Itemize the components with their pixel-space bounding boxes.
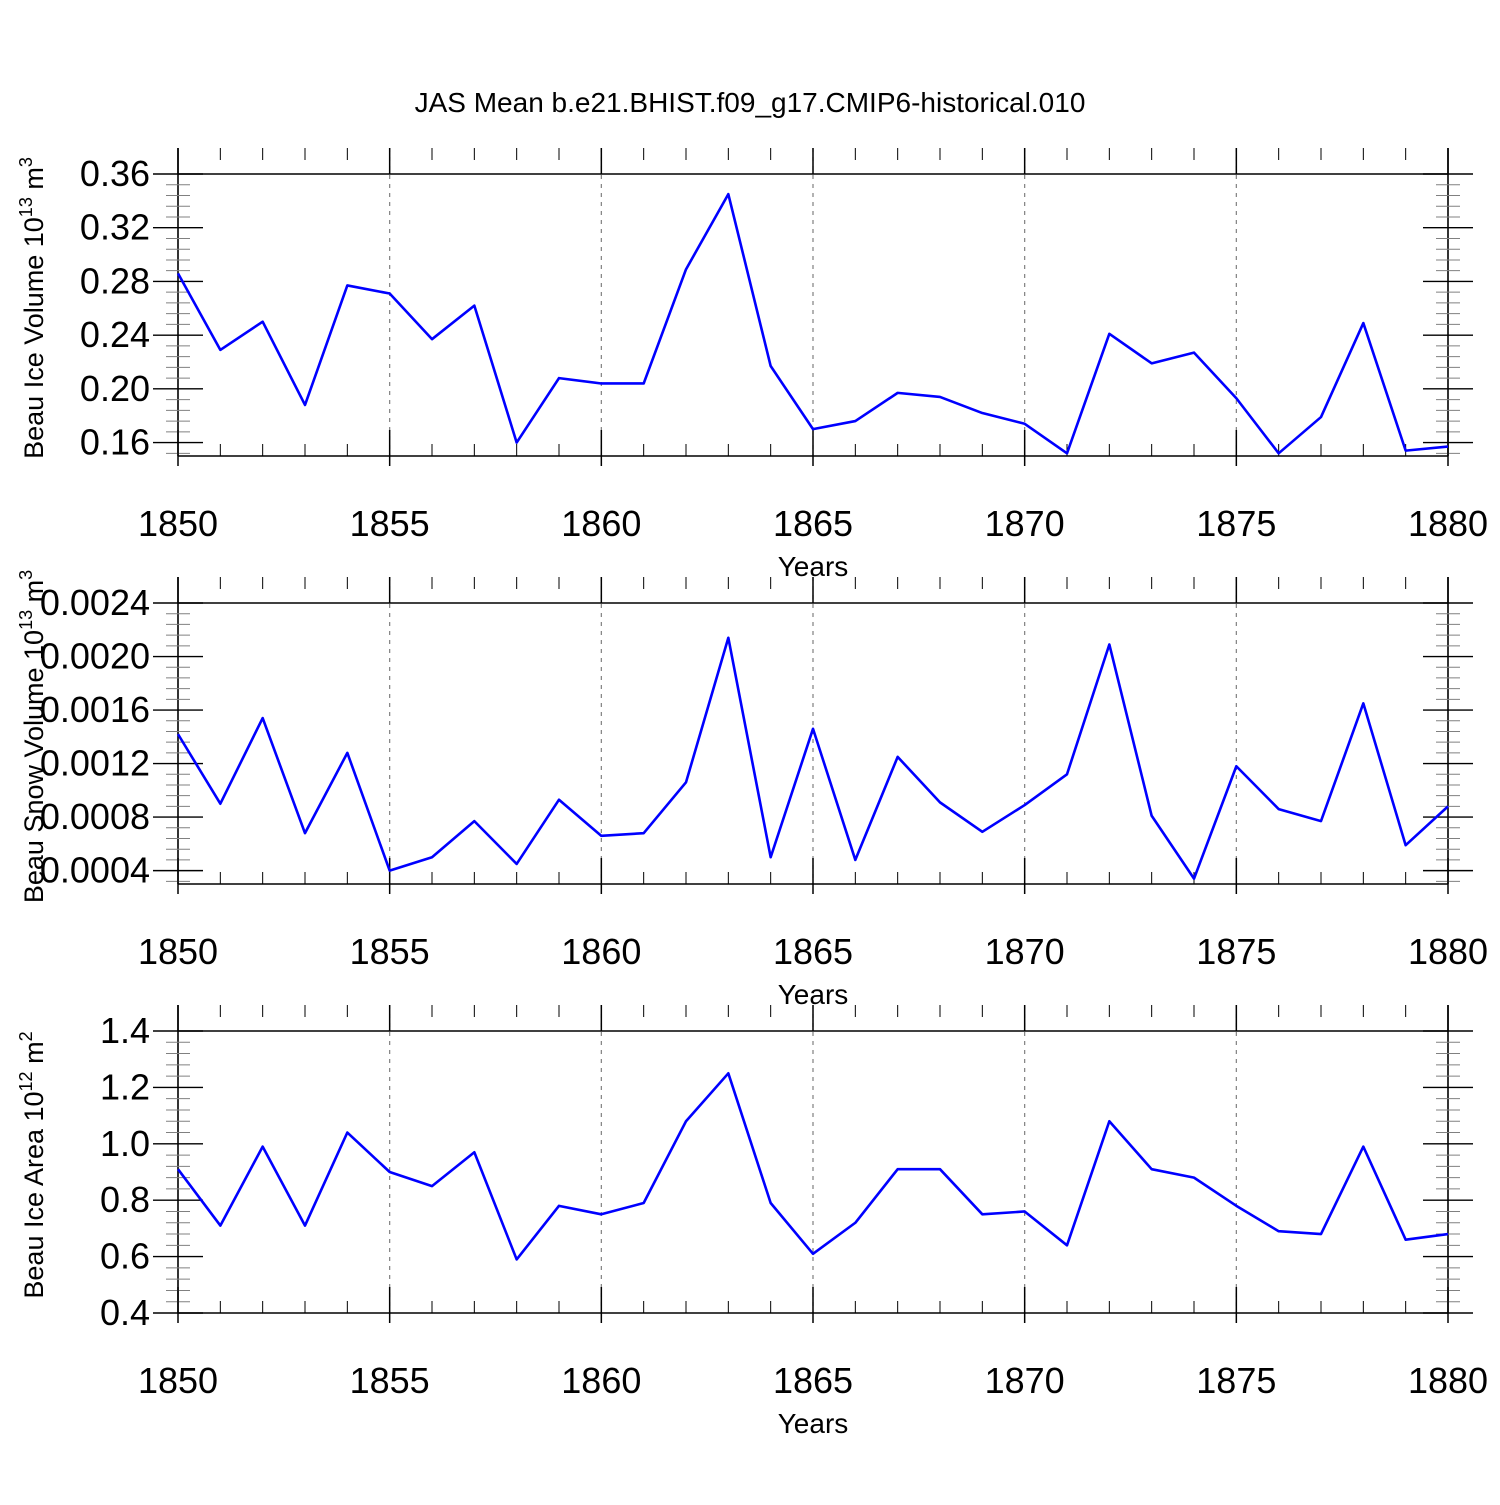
x-tick-label: 1855 (350, 503, 430, 544)
y-axis-label: Beau Ice Volume 1013 m3 (16, 157, 49, 459)
y-tick-label: 0.0024 (40, 582, 150, 623)
y-axis-label-text: m (19, 1041, 49, 1071)
x-tick-label: 1865 (773, 1360, 853, 1401)
y-tick-label: 0.6 (100, 1236, 150, 1277)
y-axis-label-text: Beau Ice Volume 10 (19, 217, 49, 459)
series-line (178, 194, 1448, 453)
x-tick-label: 1850 (138, 931, 218, 972)
figure-title: JAS Mean b.e21.BHIST.f09_g17.CMIP6-histo… (415, 87, 1086, 118)
x-tick-label: 1875 (1196, 503, 1276, 544)
x-tick-label: 1880 (1408, 1360, 1488, 1401)
y-tick-label: 1.0 (100, 1123, 150, 1164)
x-tick-label: 1855 (350, 1360, 430, 1401)
x-tick-label: 1860 (561, 1360, 641, 1401)
y-tick-label: 0.28 (80, 260, 150, 301)
y-tick-label: 0.16 (80, 422, 150, 463)
x-tick-label: 1865 (773, 931, 853, 972)
y-tick-label: 0.36 (80, 153, 150, 194)
y-tick-label: 0.0008 (40, 796, 150, 837)
y-axis-label-superscript: 12 (16, 1071, 36, 1091)
x-tick-label: 1850 (138, 503, 218, 544)
x-tick-label: 1855 (350, 931, 430, 972)
y-tick-label: 0.0020 (40, 636, 150, 677)
x-tick-label: 1865 (773, 503, 853, 544)
x-tick-label: 1850 (138, 1360, 218, 1401)
y-axis-label-superscript: 13 (16, 197, 36, 217)
y-tick-label: 0.0004 (40, 850, 150, 891)
y-tick-label: 0.0012 (40, 743, 150, 784)
panel-1: 0.16 0.20 0.24 0.28 0.32 0.36 1850 1855 1860 1865… (16, 148, 1488, 582)
y-axis-label-superscript: 2 (16, 1031, 36, 1041)
y-tick-label: 0.4 (100, 1292, 150, 1333)
y-tick-label: 0.0016 (40, 689, 150, 730)
y-tick-label: 0.8 (100, 1179, 150, 1220)
x-tick-label: 1870 (985, 931, 1065, 972)
panel-3: 0.4 0.6 0.8 1.0 1.2 1.4 1850 1855 1860 1865 1870 18… (16, 1005, 1488, 1439)
y-axis-label-text: m (19, 167, 49, 197)
y-tick-label: 0.32 (80, 207, 150, 248)
y-axis-label-superscript: 13 (16, 610, 36, 630)
x-tick-label: 1875 (1196, 1360, 1276, 1401)
panel-2: 0.0004 0.0008 0.0012 0.0016 0.0020 0.0024 1850… (16, 570, 1488, 1010)
y-axis-label-text: Beau Ice Area 10 (19, 1091, 49, 1298)
y-axis-label-text: m (19, 580, 49, 610)
y-axis-label: Beau Ice Area 1012 m2 (16, 1031, 49, 1298)
x-axis-label: Years (778, 1408, 849, 1439)
x-tick-label: 1880 (1408, 503, 1488, 544)
y-axis-label-superscript: 3 (16, 157, 36, 167)
x-tick-label: 1875 (1196, 931, 1276, 972)
x-tick-label: 1870 (985, 503, 1065, 544)
y-tick-label: 0.24 (80, 314, 150, 355)
y-axis-label-superscript: 3 (16, 570, 36, 580)
x-tick-label: 1860 (561, 503, 641, 544)
x-tick-label: 1880 (1408, 931, 1488, 972)
y-tick-label: 0.20 (80, 368, 150, 409)
x-tick-label: 1860 (561, 931, 641, 972)
y-tick-label: 1.2 (100, 1066, 150, 1107)
x-tick-label: 1870 (985, 1360, 1065, 1401)
y-tick-label: 1.4 (100, 1010, 150, 1051)
y-axis-label-text: Beau Snow Volume 10 (19, 630, 49, 903)
